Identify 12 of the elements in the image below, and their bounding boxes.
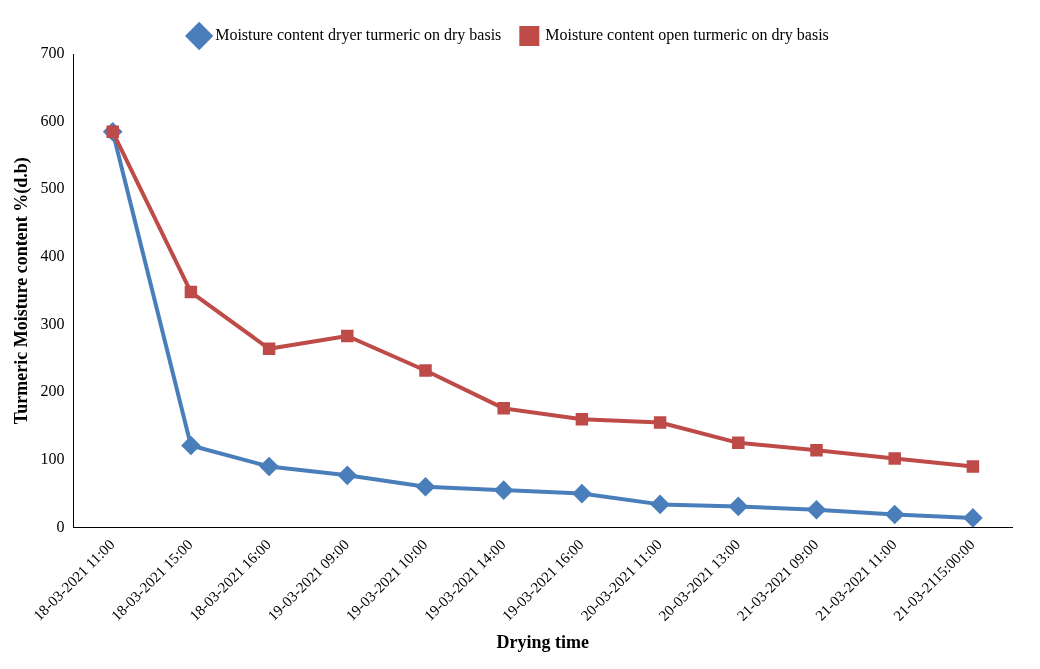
legend-label: Moisture content open turmeric on dry basis [545,26,829,45]
y-tick-label: 100 [40,449,65,467]
x-axis-title: Drying time [496,631,590,652]
y-tick-label: 0 [56,517,65,535]
legend-label: Moisture content dryer turmeric on dry basis [215,26,502,45]
y-tick-label: 600 [40,111,65,129]
y-tick-label: 400 [40,247,65,265]
y-tick-label: 700 [40,44,65,62]
y-tick-label: 500 [40,179,65,197]
y-tick-label: 200 [40,382,65,400]
y-tick-label: 300 [40,314,65,332]
y-axis-title: Turmeric Moisture content %(d.b) [11,157,33,425]
